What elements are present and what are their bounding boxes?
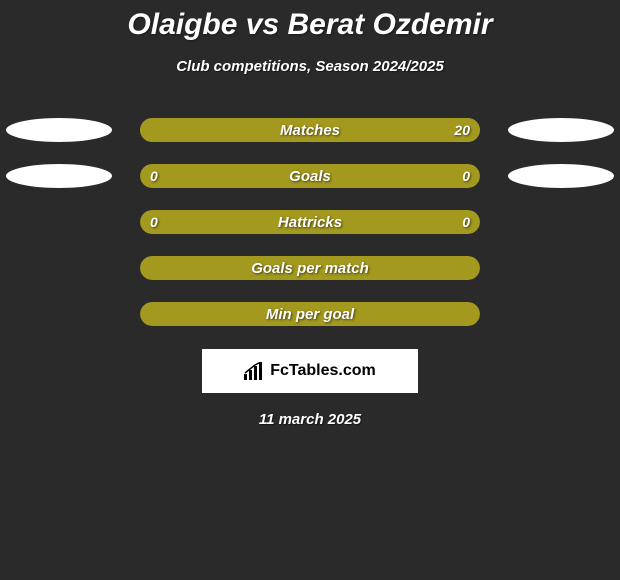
- left-marker-ellipse: [6, 118, 112, 142]
- right-marker-ellipse: [508, 118, 614, 142]
- stat-row: Matches 20: [0, 107, 620, 153]
- stat-bar: Matches 20: [140, 118, 480, 142]
- stat-bar: Hattricks 0 0: [140, 210, 480, 234]
- chart-icon: [244, 362, 266, 380]
- right-marker-ellipse: [508, 164, 614, 188]
- stat-row: Goals 0 0: [0, 153, 620, 199]
- stat-row: Goals per match: [0, 245, 620, 291]
- date-label: 11 march 2025: [0, 411, 620, 428]
- brand-badge: FcTables.com: [202, 349, 418, 393]
- stat-label: Goals per match: [251, 260, 369, 277]
- stat-label: Matches: [280, 122, 340, 139]
- stat-value-left: 0: [150, 214, 158, 230]
- stat-value-right: 20: [454, 122, 470, 138]
- stat-bar: Goals 0 0: [140, 164, 480, 188]
- stat-bar: Goals per match: [140, 256, 480, 280]
- comparison-rows: Matches 20 Goals 0 0 Hattricks 0 0 Goals per mat…: [0, 107, 620, 337]
- stat-row: Hattricks 0 0: [0, 199, 620, 245]
- left-marker-ellipse: [6, 164, 112, 188]
- stat-label: Min per goal: [266, 306, 354, 323]
- stat-value-right: 0: [462, 214, 470, 230]
- page-subtitle: Club competitions, Season 2024/2025: [0, 58, 620, 75]
- stat-bar: Min per goal: [140, 302, 480, 326]
- stat-value-right: 0: [462, 168, 470, 184]
- stat-label: Hattricks: [278, 214, 342, 231]
- stat-label: Goals: [289, 168, 331, 185]
- stat-value-left: 0: [150, 168, 158, 184]
- brand-text: FcTables.com: [270, 362, 376, 380]
- page-title: Olaigbe vs Berat Ozdemir: [0, 0, 620, 42]
- stat-row: Min per goal: [0, 291, 620, 337]
